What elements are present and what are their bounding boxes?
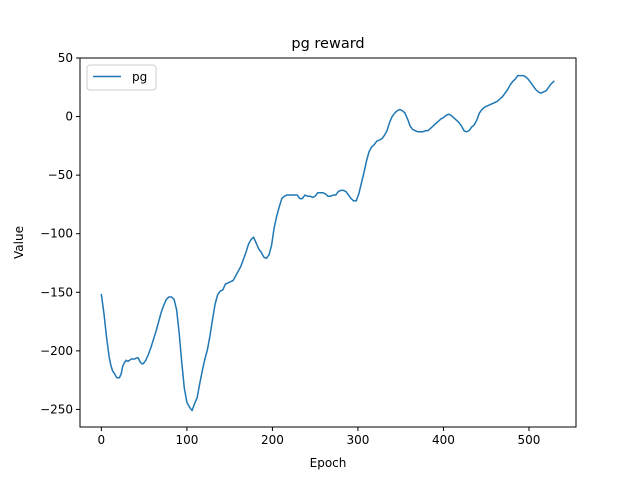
y-tick-label: −100 — [40, 227, 73, 241]
y-tick-label: −250 — [40, 402, 73, 416]
series-line-pg — [100, 74, 555, 412]
y-axis: 50 0 −50 −100 −150 −200 −250 — [40, 51, 80, 416]
chart-title: pg reward — [291, 36, 364, 52]
y-tick-label: −150 — [40, 285, 73, 299]
x-tick-label: 300 — [346, 433, 369, 447]
y-tick-label: 0 — [65, 110, 73, 124]
x-tick-label: 200 — [261, 433, 284, 447]
legend: pg — [86, 64, 157, 91]
legend-box — [86, 64, 157, 91]
y-tick-label: 50 — [58, 51, 73, 65]
plot-area — [100, 74, 555, 412]
x-tick-label: 400 — [432, 433, 455, 447]
x-axis: 0 100 200 300 400 500 — [98, 427, 541, 447]
x-tick-label: 0 — [98, 433, 106, 447]
axes-frame — [79, 57, 577, 428]
y-tick-label: −200 — [40, 344, 73, 358]
x-tick-label: 500 — [518, 433, 541, 447]
x-axis-title: Epoch — [310, 456, 347, 470]
x-tick-label: 100 — [175, 433, 198, 447]
legend-label-pg: pg — [132, 70, 147, 84]
y-axis-title: Value — [12, 226, 26, 259]
y-tick-label: −50 — [48, 168, 73, 182]
